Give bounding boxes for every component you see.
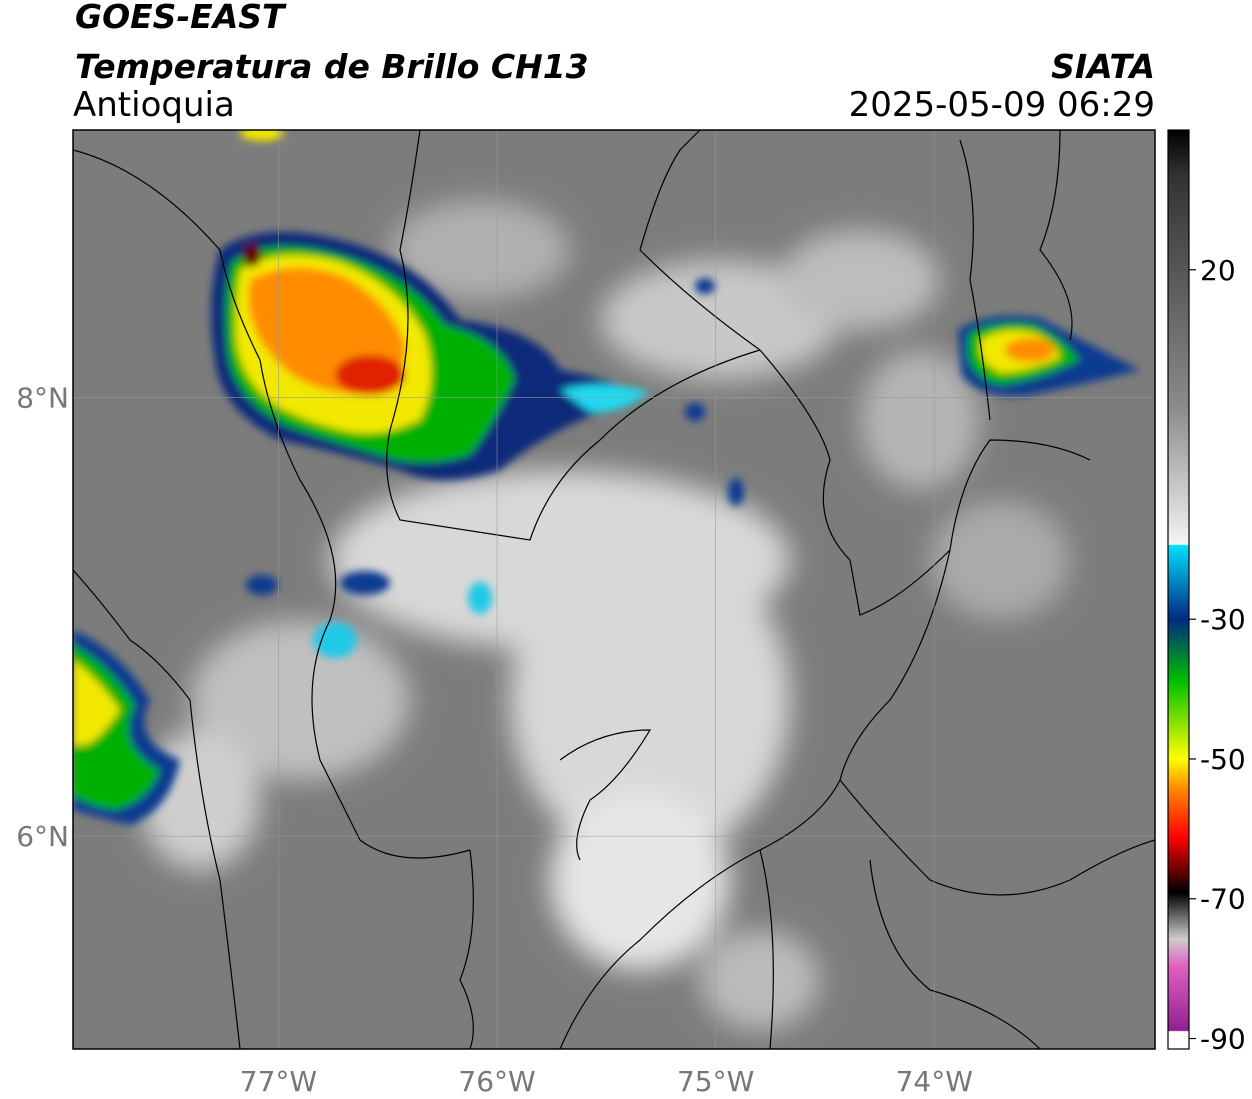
- y-tick-label: 8°N: [16, 382, 69, 415]
- datetime: 2025-05-09 06:29: [849, 85, 1155, 125]
- colorbar-tick-label: -50: [1200, 743, 1246, 776]
- y-tick-label: 6°N: [16, 820, 69, 853]
- x-tick-label: 75°W: [677, 1065, 754, 1098]
- map-image: [73, 130, 1155, 1049]
- grid: [73, 130, 1155, 1049]
- colorbar-tick-label: -30: [1200, 603, 1246, 636]
- colorbar-tick-label: -70: [1200, 883, 1246, 916]
- x-tick-label: 77°W: [240, 1065, 317, 1098]
- x-tick-label: 76°W: [458, 1065, 535, 1098]
- title: GOES-EAST: [75, 0, 287, 36]
- region: Antioquia: [73, 85, 235, 125]
- colorbar-tick-label: 20: [1200, 254, 1236, 287]
- map-frame: [72, 129, 1156, 1050]
- colorbar-tick-label: -90: [1200, 1023, 1246, 1056]
- x-tick-label: 74°W: [896, 1065, 973, 1098]
- subtitle: Temperatura de Brillo CH13: [75, 47, 589, 86]
- source: SIATA: [1051, 47, 1155, 86]
- colorbar: [1167, 129, 1190, 1050]
